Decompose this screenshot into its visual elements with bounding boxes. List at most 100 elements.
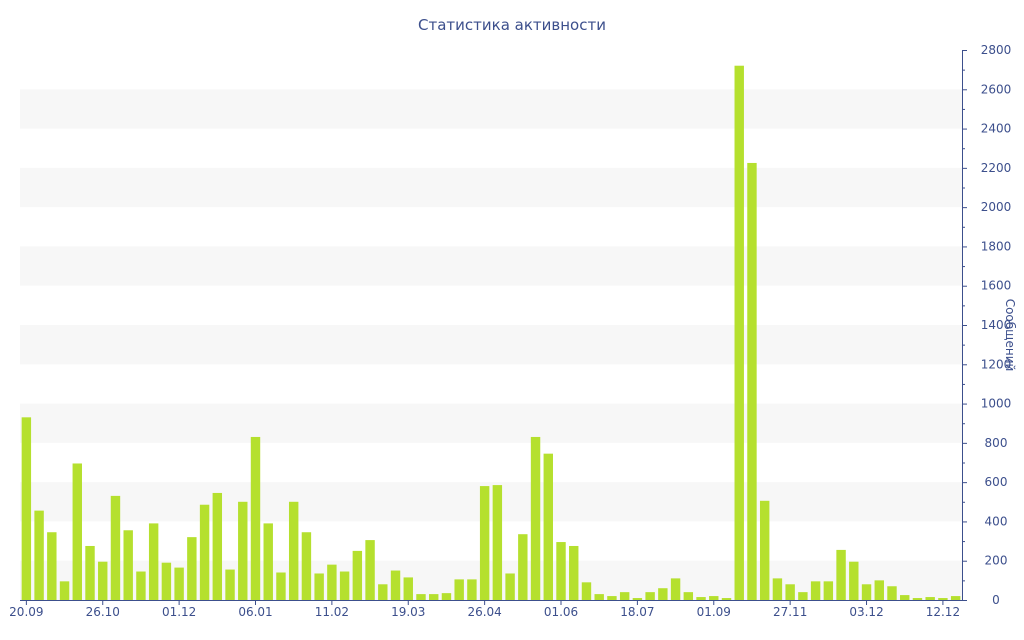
bar [518,534,528,600]
bar [339,571,350,600]
grid-band [20,403,962,443]
bar [759,500,770,600]
bar [861,584,872,600]
bar [161,562,172,600]
bar [925,597,935,600]
x-tick-label: 03.12 [849,605,883,619]
x-tick-label: 01.12 [162,605,196,619]
bar [47,532,57,600]
x-tick-label: 06.01 [238,605,272,619]
bar [34,510,44,601]
bar [696,597,706,600]
bar [874,580,884,600]
bar [938,598,948,600]
bar [734,65,744,600]
bar [288,501,299,600]
grid-band [20,560,962,600]
x-tick-label: 11.02 [315,605,349,619]
x-tick-label: 18.07 [620,605,654,619]
x-axis-ticks: 20.09 26.10 01.12 06.01 11.02 19.03 26.04 01.06… [9,600,960,619]
y-tick-label: 200 [985,554,1008,568]
y-tick-label: 400 [985,514,1008,528]
bar [21,417,32,600]
bar [772,578,783,600]
y-tick-label: 2800 [981,43,1012,57]
grid-band [20,325,962,365]
bar [747,162,757,600]
chart-title: Статистика активности [418,16,606,34]
bar [148,523,159,600]
bar [250,436,261,600]
grid-band [20,89,962,129]
bar [479,486,490,600]
y-axis-ticks: 0 200 400 600 800 1000 1200 1400 1600 1800 2000 220… [962,43,1011,607]
bar [98,561,108,600]
y-tick-label: 1800 [981,239,1012,253]
bar [823,581,834,600]
bar [136,571,146,600]
bar [581,582,592,600]
bar [619,592,630,600]
bar [505,573,515,600]
x-tick-label: 27.11 [773,605,807,619]
bar [416,594,426,600]
bar [212,492,223,600]
bar [403,577,413,600]
bar [85,545,95,600]
bar [543,453,553,600]
bar [365,540,375,600]
y-tick-label: 1400 [981,318,1012,332]
grid-bands [20,89,962,600]
bar [187,537,197,600]
bar [900,595,910,600]
bar [454,579,464,601]
bar [569,545,579,600]
y-tick-label: 1000 [981,397,1012,411]
bar [199,504,210,600]
bar [632,598,643,600]
bar [238,501,248,600]
bar [887,586,897,600]
y-tick-label: 800 [985,436,1008,450]
bar [798,592,808,600]
bar [836,549,846,600]
bar [352,550,363,600]
x-tick-label: 01.09 [697,605,731,619]
bar-series [21,65,961,601]
grid-band [20,167,962,208]
y-tick-label: 1200 [981,357,1012,371]
bar [785,584,795,600]
y-tick-label: 2000 [981,200,1012,214]
bar [950,596,961,600]
bar [314,573,324,600]
bar [721,598,732,600]
bar [263,523,273,600]
bar [810,581,821,600]
x-tick-label: 01.06 [544,605,578,619]
x-tick-label: 12.12 [926,605,960,619]
bar [670,578,681,600]
y-axis-label: Сообщений [1003,299,1017,372]
bar [72,463,82,600]
bar [123,530,133,600]
bar [530,436,541,600]
grid-band [20,246,962,286]
bar [225,569,235,600]
bar [912,598,923,600]
bar [556,542,566,600]
bar [607,596,617,600]
grid-band [20,482,962,522]
bar [429,594,439,600]
bar [849,561,859,600]
bar [301,532,312,600]
bar [110,495,121,600]
bar [467,579,477,601]
bar [441,593,452,601]
bar [709,596,719,600]
bar [276,572,286,600]
bar [645,592,655,600]
y-tick-label: 1600 [981,279,1012,293]
bar [59,581,70,600]
x-tick-label: 26.10 [86,605,120,619]
